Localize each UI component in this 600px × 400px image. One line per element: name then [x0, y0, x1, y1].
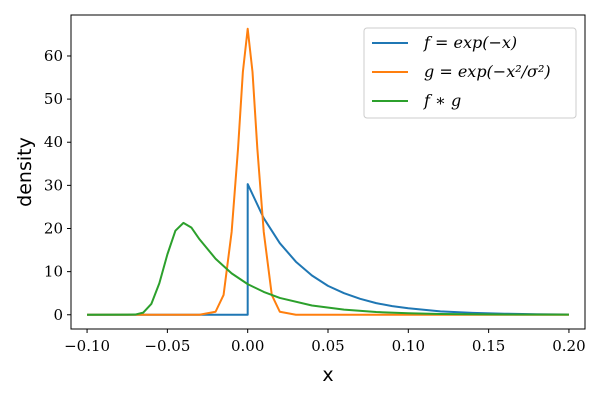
x-axis-label: x [322, 364, 333, 386]
y-tick-label: 20 [44, 220, 63, 238]
x-tick-label: −0.05 [144, 337, 190, 355]
legend-label: f = exp(−x) [423, 33, 517, 52]
legend: f = exp(−x) g = exp(−x²/σ²) f ∗ g [363, 27, 577, 119]
x-tick-label: 0.05 [311, 337, 344, 355]
plot-area [87, 27, 569, 316]
x-tick-label: 0.00 [231, 337, 264, 355]
legend-label: g = exp(−x²/σ²) [424, 62, 551, 81]
x-tick-label: 0.10 [392, 337, 425, 355]
y-tick-label: 60 [44, 47, 63, 65]
x-tick-label: 0.20 [552, 337, 585, 355]
y-tick-label: 40 [44, 133, 63, 151]
y-tick-label: 30 [44, 176, 63, 194]
x-tick-label: 0.15 [472, 337, 505, 355]
series-line-2 [87, 27, 569, 316]
y-tick-label: 0 [53, 306, 63, 324]
series-line-1 [87, 183, 569, 316]
legend-box [363, 27, 577, 119]
y-tick-label: 10 [44, 263, 63, 281]
x-tick-label: −0.10 [64, 337, 110, 355]
series-line-3 [87, 221, 569, 316]
legend-label: f ∗ g [423, 91, 461, 110]
x-axis: −0.10 −0.05 0.00 0.05 0.10 0.15 0.20 [64, 329, 586, 355]
y-axis: 0 10 20 30 40 50 60 [44, 47, 71, 324]
y-tick-label: 50 [44, 90, 63, 108]
y-axis-label: density [14, 137, 36, 207]
